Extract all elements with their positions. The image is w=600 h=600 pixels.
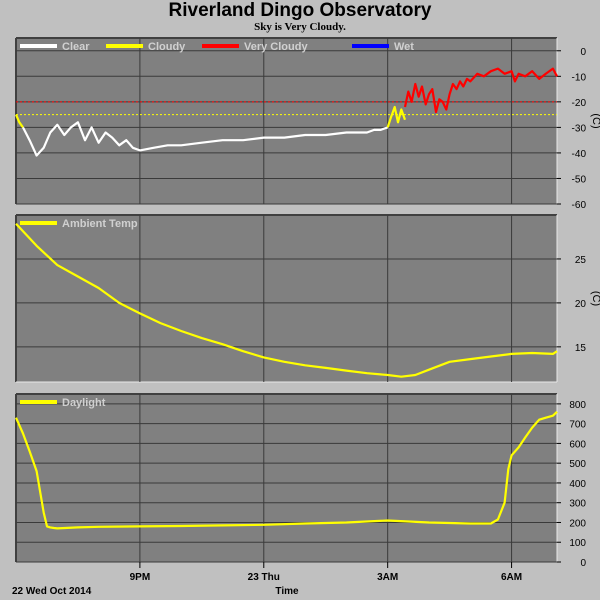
x-tick-label: 23 Thu: [248, 572, 280, 583]
y-tick-label: 0: [580, 558, 586, 569]
series-line-very-cloudy: [403, 67, 558, 114]
y-tick-label: -60: [572, 200, 587, 211]
y-tick-label: 15: [575, 343, 587, 354]
y-tick-label: 800: [569, 400, 586, 411]
y-tick-label: 0: [580, 47, 586, 58]
unit-label: (C): [590, 113, 600, 128]
legend-label: Ambient Temp: [62, 218, 138, 230]
y-tick-label: 500: [569, 459, 586, 470]
y-tick-label: -20: [572, 98, 587, 109]
y-tick-label: 300: [569, 499, 586, 510]
series-line-cloudy: [386, 105, 407, 128]
y-tick-label: -40: [572, 149, 587, 160]
y-tick-label: -10: [572, 72, 587, 83]
series-line-cloudy: [14, 114, 24, 129]
y-tick-label: 25: [575, 255, 587, 266]
time-axis-label: Time: [275, 586, 299, 597]
time-axis: 9PM 23 Thu 3AM 6AM: [130, 562, 522, 583]
x-tick-label: 9PM: [130, 572, 151, 583]
sky-status-text: Sky is Very Cloudy.: [254, 21, 346, 33]
series-line-clear: [22, 121, 389, 157]
daylight-panel: 800 700 600 500 400 300 200 100 0 Daylight: [14, 393, 586, 569]
legend-label: Daylight: [62, 397, 106, 409]
legend-label: Wet: [394, 41, 414, 53]
y-tick-label: 700: [569, 420, 586, 431]
series-line-daylight: [14, 411, 558, 530]
sky-temperature-panel: 0 -10 -20 -30 -40 -50 -60 (C) Clear Cloudy Very Cl…: [14, 37, 600, 211]
legend-label: Very Cloudy: [244, 41, 308, 53]
x-tick-label: 6AM: [501, 572, 522, 583]
page-title: Riverland Dingo Observatory: [168, 0, 432, 21]
x-tick-label: 3AM: [377, 572, 398, 583]
y-tick-label: 200: [569, 518, 586, 529]
panel-background: [16, 38, 557, 204]
y-tick-label: 100: [569, 538, 586, 549]
y-tick-label: 400: [569, 479, 586, 490]
legend-label: Clear: [62, 41, 90, 53]
legend-label: Cloudy: [148, 41, 186, 53]
panel-background: [16, 215, 557, 382]
panel-background: [16, 394, 557, 562]
unit-label: (C): [590, 291, 600, 306]
y-tick-label: -50: [572, 174, 587, 185]
date-label: 22 Wed Oct 2014: [12, 586, 92, 597]
y-tick-label: 600: [569, 439, 586, 450]
y-tick-label: -30: [572, 123, 587, 134]
series-line-ambient-temp: [15, 223, 558, 378]
ambient-temperature-panel: 25 20 15 (C) Ambient Temp: [15, 214, 600, 383]
y-tick-label: 20: [575, 299, 587, 310]
